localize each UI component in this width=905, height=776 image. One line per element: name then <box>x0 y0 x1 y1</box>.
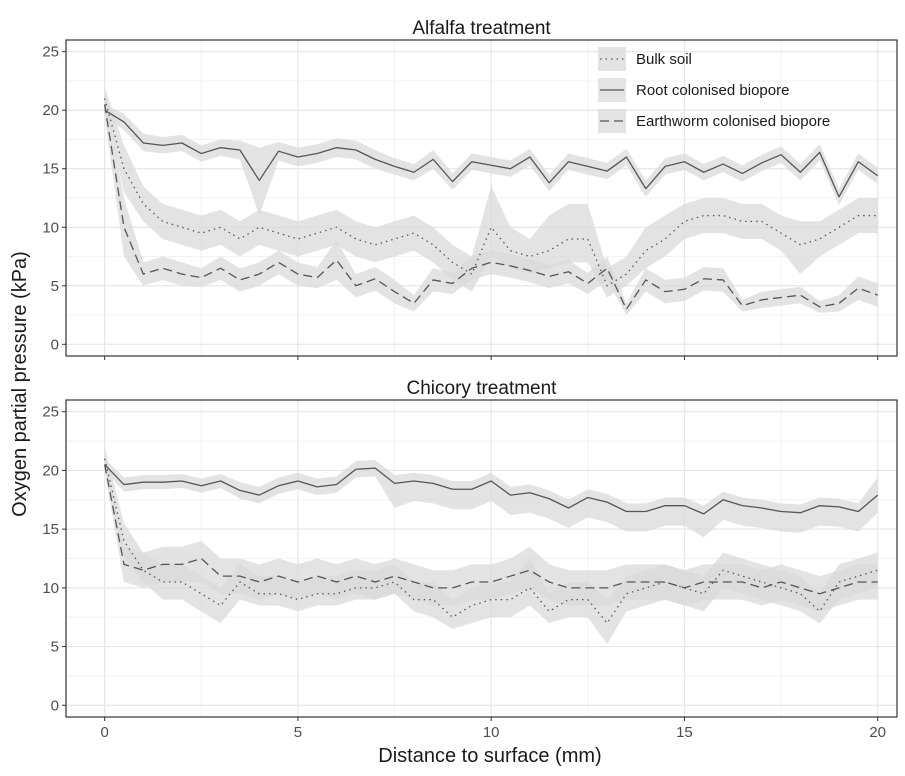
y-tick-label: 0 <box>51 697 59 714</box>
x-tick-label: 20 <box>869 724 886 741</box>
x-tick-label: 15 <box>676 724 693 741</box>
panel-title: Chicory treatment <box>407 378 558 399</box>
x-axis-title: Distance to surface (mm) <box>378 745 601 767</box>
line-root-colonised-biopore <box>104 464 879 515</box>
y-axis-title: Oxygen partial pressure (kPa) <box>9 251 31 517</box>
panel-border <box>65 39 898 357</box>
band-root-colonised-biopore <box>104 458 878 538</box>
y-tick-label: 25 <box>42 44 59 61</box>
panel-border <box>65 399 898 718</box>
line-bulk-soil <box>104 458 878 624</box>
y-tick-label: 15 <box>42 161 59 178</box>
y-tick-label: 20 <box>42 462 59 479</box>
y-tick-label: 10 <box>42 219 59 236</box>
band-earthworm-colonised-biopore <box>104 458 878 612</box>
legend: Bulk soil Root colonised biopore Earthworm… <box>598 47 830 133</box>
y-tick-label: 15 <box>42 521 59 538</box>
x-tick-label: 10 <box>483 724 500 741</box>
y-tick-label: 5 <box>51 639 59 656</box>
line-bulk-soil <box>104 98 878 287</box>
legend-label: Earthworm colonised biopore <box>636 113 830 130</box>
panel-title: Alfalfa treatment <box>412 18 551 39</box>
panel-2: Chicory treatment 0 5 10 15 20 25 0 5 10 15 20 <box>42 378 898 741</box>
band-earthworm-colonised-biopore <box>104 92 878 316</box>
x-tick-label: 0 <box>100 724 108 741</box>
y-tick-label: 0 <box>51 336 59 353</box>
line-earthworm-colonised-biopore <box>104 104 878 310</box>
y-tick-label: 20 <box>42 102 59 119</box>
x-tick-label: 5 <box>294 724 302 741</box>
legend-label: Bulk soil <box>636 51 692 68</box>
y-tick-label: 5 <box>51 278 59 295</box>
band-bulk-soil <box>104 86 878 298</box>
y-tick-label: 25 <box>42 404 59 421</box>
panel-1: Alfalfa treatment 0 5 10 15 20 25 <box>42 18 898 360</box>
line-root-colonised-biopore <box>104 109 879 198</box>
legend-label: Root colonised biopore <box>636 82 789 99</box>
y-tick-label: 10 <box>42 580 59 597</box>
band-root-colonised-biopore <box>104 104 878 216</box>
